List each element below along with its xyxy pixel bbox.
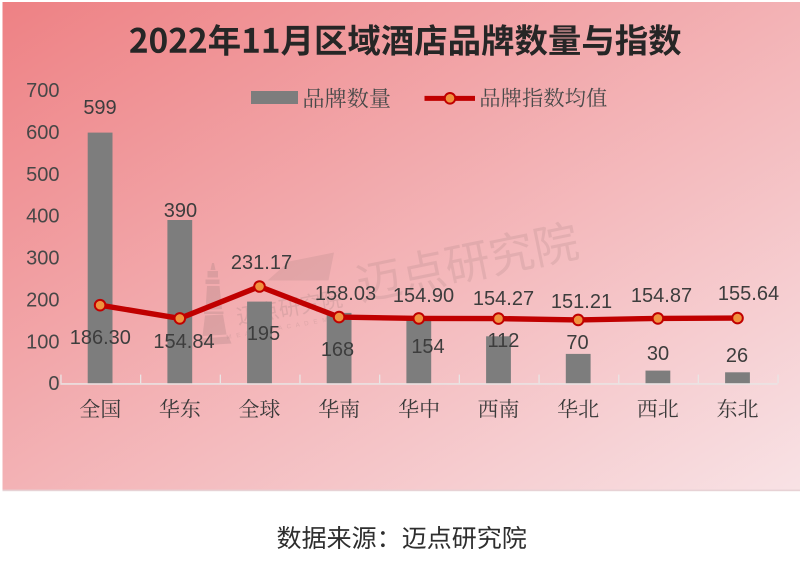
svg-text:154.27: 154.27	[473, 288, 534, 310]
svg-text:390: 390	[164, 200, 197, 222]
svg-text:231.17: 231.17	[231, 252, 292, 274]
svg-text:500: 500	[26, 164, 59, 186]
svg-text:0: 0	[48, 373, 59, 395]
svg-text:26: 26	[726, 345, 748, 367]
svg-text:400: 400	[26, 206, 59, 228]
svg-text:599: 599	[83, 97, 116, 119]
svg-text:70: 70	[566, 332, 588, 354]
svg-text:112: 112	[488, 330, 520, 352]
svg-text:186.30: 186.30	[70, 327, 131, 349]
svg-text:200: 200	[26, 289, 59, 311]
svg-text:300: 300	[26, 248, 59, 270]
svg-text:700: 700	[26, 80, 59, 102]
svg-text:168: 168	[321, 339, 354, 361]
svg-text:100: 100	[26, 331, 59, 353]
svg-text:151.21: 151.21	[551, 291, 612, 313]
svg-text:154.90: 154.90	[393, 285, 454, 307]
svg-text:195: 195	[247, 323, 280, 345]
svg-text:600: 600	[26, 122, 59, 144]
svg-text:154.87: 154.87	[631, 285, 692, 307]
svg-text:30: 30	[647, 343, 669, 365]
svg-text:155.64: 155.64	[718, 283, 779, 305]
svg-text:158.03: 158.03	[315, 283, 376, 305]
svg-text:154: 154	[411, 336, 444, 358]
svg-text:154.84: 154.84	[153, 331, 214, 353]
